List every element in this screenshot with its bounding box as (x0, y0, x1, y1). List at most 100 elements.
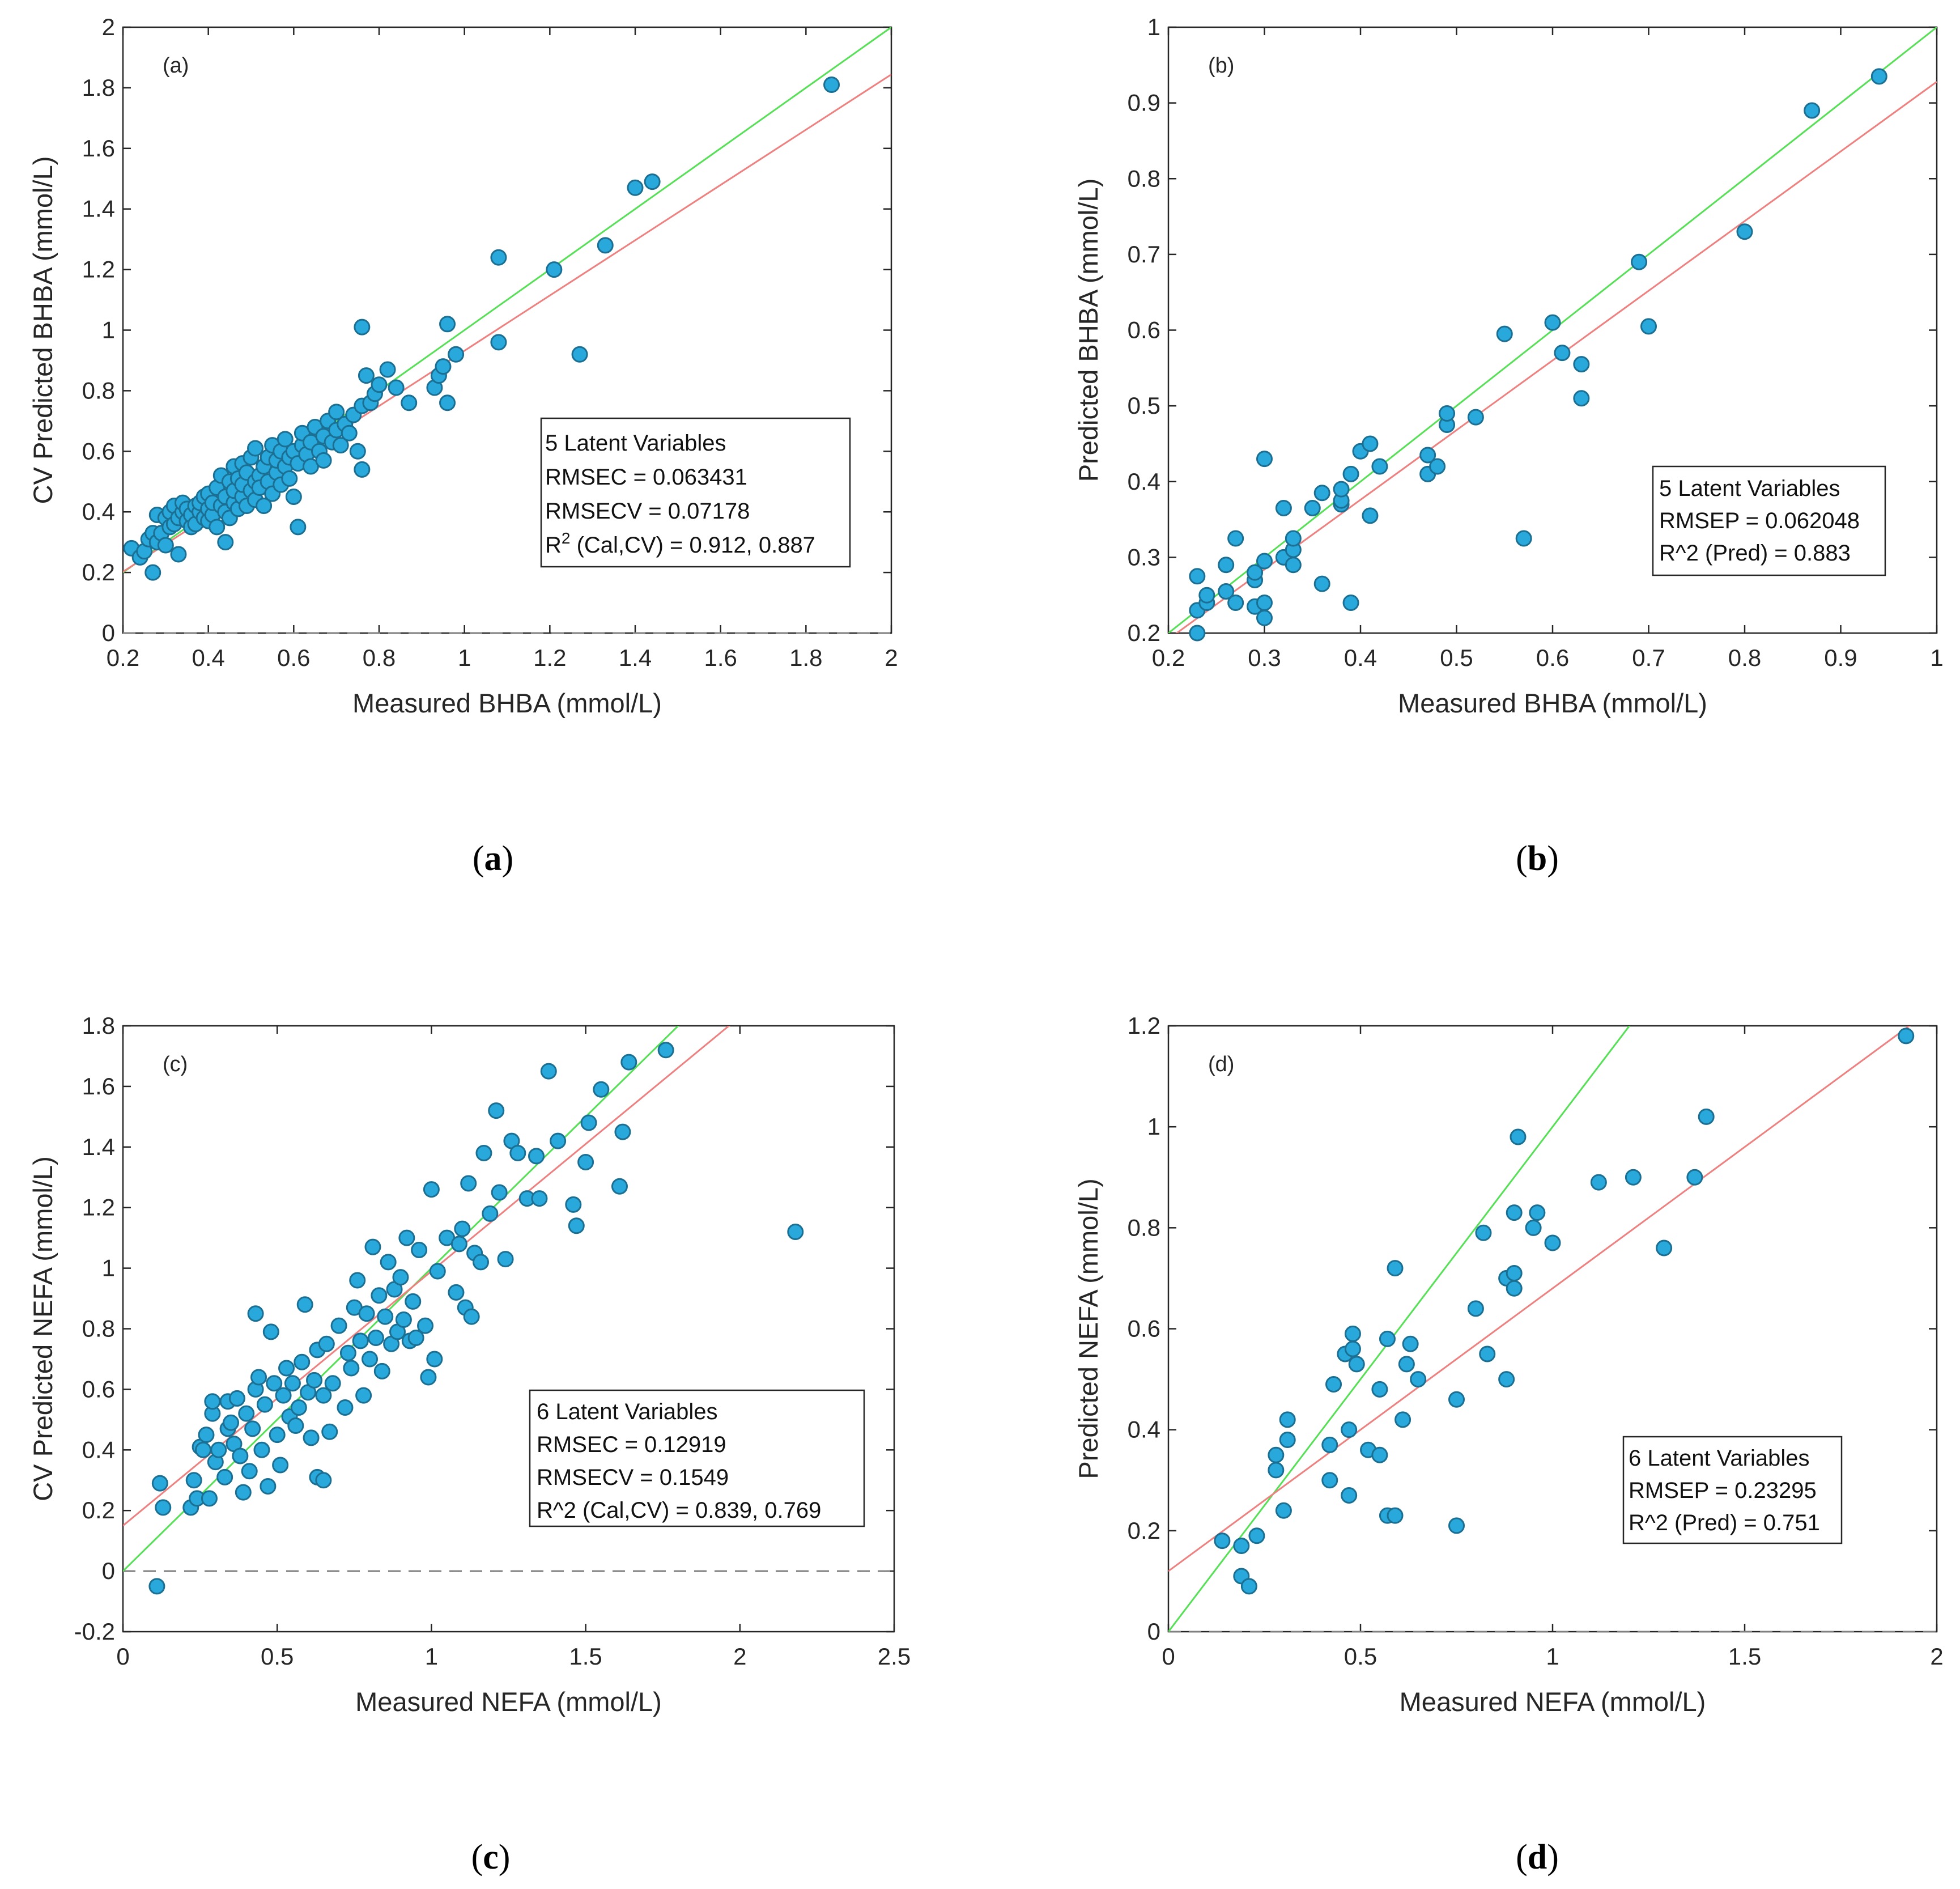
data-point (287, 1417, 304, 1434)
data-point (269, 1427, 286, 1444)
y-axis-label: CV Predicted BHBA (mmol/L) (28, 156, 58, 504)
y-tick-label: 1.2 (1128, 1012, 1160, 1039)
fit-line (1168, 1026, 1911, 1572)
caption-close: ) (1547, 839, 1559, 878)
data-point (439, 316, 456, 333)
x-tick-label: 0.6 (1536, 644, 1569, 671)
data-point (1268, 1462, 1285, 1479)
data-point (1247, 564, 1264, 581)
data-point (355, 1387, 372, 1404)
y-tick-label: 0.9 (1128, 90, 1160, 116)
data-point (209, 519, 226, 536)
data-point (1590, 1174, 1607, 1191)
caption-open: ( (471, 1838, 483, 1877)
x-tick-label: 0.6 (277, 644, 310, 671)
data-point (657, 1042, 674, 1059)
caption-close: ) (502, 839, 514, 878)
data-point (262, 1323, 279, 1340)
data-point (306, 1372, 323, 1389)
y-tick-label: 0.6 (1128, 317, 1160, 343)
stats-rmse-2: R^2 (Pred) = 0.751 (1629, 1510, 1820, 1535)
r-squared-values: (Cal,CV) = 0.912, 0.887 (570, 533, 815, 558)
y-tick-label: 2 (102, 14, 115, 40)
data-point (1325, 1376, 1342, 1393)
data-point (144, 564, 161, 581)
data-point (379, 361, 396, 378)
data-point (235, 1484, 252, 1501)
x-tick-label: 0.9 (1824, 644, 1857, 671)
data-point (1379, 1330, 1396, 1347)
data-point (367, 1330, 384, 1347)
data-point (490, 334, 507, 351)
data-point (1402, 1335, 1419, 1352)
data-point (354, 461, 371, 478)
data-point (450, 1236, 467, 1253)
data-point (315, 1387, 332, 1404)
x-axis-label: Measured NEFA (mmol/L) (355, 1687, 662, 1717)
data-point (1525, 1219, 1542, 1236)
stats-box (540, 417, 851, 568)
data-point (580, 1114, 597, 1131)
data-point (388, 379, 405, 396)
reference-lines (1168, 1026, 1911, 1632)
data-point (260, 1478, 277, 1495)
y-tick-label: 0 (102, 1557, 115, 1584)
data-point (1333, 481, 1350, 498)
y-tick-label: 1.2 (82, 1194, 115, 1221)
stats-latent-variables: 6 Latent Variables (537, 1399, 717, 1424)
data-point (1698, 1108, 1715, 1125)
data-point (343, 1360, 360, 1377)
y-tick-label: 0.3 (1128, 544, 1160, 570)
data-point (1419, 447, 1436, 464)
data-point (490, 249, 507, 266)
data-point (475, 1144, 492, 1161)
data-point (1371, 1381, 1388, 1398)
data-point (296, 1296, 313, 1313)
data-point (448, 346, 465, 363)
caption-close: ) (499, 1838, 511, 1877)
y-axis-label: Predicted BHBA (mmol/L) (1073, 179, 1103, 482)
data-point (577, 1154, 594, 1171)
data-point (371, 1287, 388, 1304)
data-point (1279, 1411, 1296, 1428)
data-point (1218, 557, 1235, 574)
data-point (1344, 1325, 1361, 1342)
y-tick-label: 0.7 (1128, 241, 1160, 268)
data-point (1275, 1502, 1292, 1519)
data-point (1394, 1411, 1411, 1428)
data-point (565, 1196, 582, 1213)
x-tick-label: 1.4 (619, 644, 652, 671)
data-point (1256, 451, 1273, 468)
data-point (321, 1423, 338, 1440)
y-tick-label: 0 (102, 619, 115, 646)
stats-rmse-1: RMSEP = 0.23295 (1629, 1478, 1817, 1503)
caption-open: ( (1516, 1838, 1528, 1877)
data-point (380, 1254, 397, 1271)
x-tick-label: 0.8 (363, 644, 396, 671)
data-point (1321, 1472, 1338, 1489)
data-point (405, 1293, 422, 1310)
y-tick-label: 1.8 (82, 1012, 115, 1039)
data-point (318, 1335, 335, 1352)
data-point (330, 1317, 347, 1334)
data-point (1506, 1204, 1523, 1221)
y-tick-label: 0.6 (82, 438, 115, 464)
y-tick-label: 0.4 (82, 1436, 115, 1463)
data-point (247, 440, 264, 457)
chart-panel-a: 0.2 0.4 0.6 0.8 1 1.2 1.4 1.6 1.8 200.20.40.60.81… (28, 14, 898, 878)
data-point (1256, 609, 1273, 626)
data-point (216, 1468, 233, 1485)
data-point (1515, 530, 1532, 547)
data-point (210, 1441, 227, 1458)
data-point (358, 367, 375, 384)
y-tick-label: 1.6 (82, 1073, 115, 1100)
y-tick-label: 0.8 (82, 377, 115, 404)
data-point (1313, 485, 1330, 502)
stats-latent-variables: 5 Latent Variables (1659, 476, 1840, 501)
x-tick-label: 0 (116, 1643, 129, 1670)
x-tick-label: 0 (1162, 1643, 1175, 1670)
y-tick-label: 0.5 (1128, 392, 1160, 419)
data-point (1362, 507, 1379, 524)
data-point (364, 1238, 381, 1255)
data-point (354, 319, 371, 336)
